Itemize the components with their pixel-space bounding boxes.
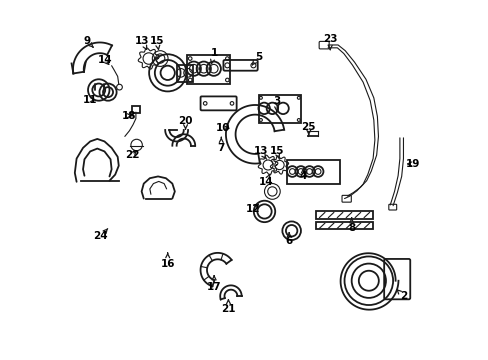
Text: 18: 18 [122,111,137,121]
Text: 8: 8 [347,218,355,233]
Text: 14: 14 [98,55,112,65]
Text: 2: 2 [396,289,406,301]
Text: 13: 13 [135,36,149,49]
Text: 3: 3 [272,96,280,112]
Text: 24: 24 [93,229,108,242]
Text: 7: 7 [217,137,224,153]
Text: 22: 22 [124,150,139,160]
Text: 25: 25 [301,122,315,135]
Text: 20: 20 [178,116,192,129]
Text: 17: 17 [206,276,221,292]
Text: 23: 23 [322,34,337,50]
Text: 14: 14 [259,174,273,187]
Text: 15: 15 [149,36,164,49]
Text: 4: 4 [299,168,306,181]
Text: 19: 19 [405,159,420,169]
Text: 9: 9 [83,36,93,47]
Text: 11: 11 [83,95,97,105]
Text: 16: 16 [160,253,175,269]
Text: 13: 13 [253,147,267,159]
Text: 12: 12 [245,203,260,213]
Text: 10: 10 [215,123,230,133]
Text: 1: 1 [210,48,217,64]
Text: 6: 6 [285,233,292,246]
Text: 5: 5 [252,52,262,65]
Text: 15: 15 [269,147,284,159]
Text: 21: 21 [221,300,235,314]
